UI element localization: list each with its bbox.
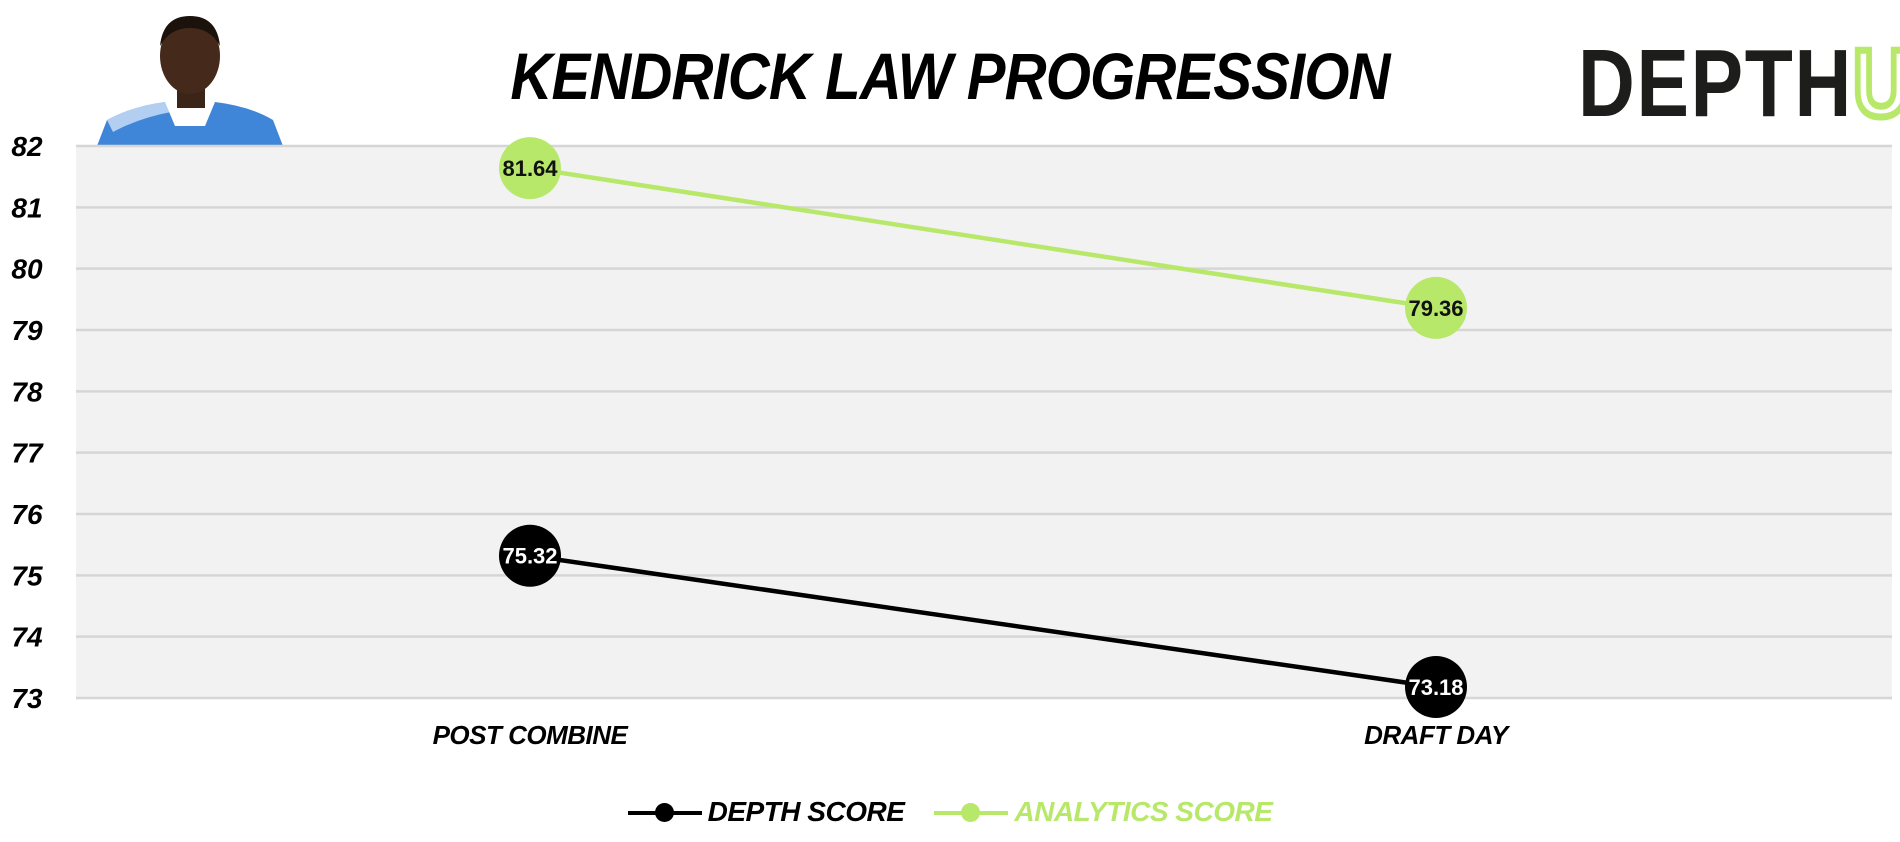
logo-main-text: DEPTH	[1578, 30, 1853, 137]
y-tick-label: 76	[11, 499, 43, 530]
x-tick-label: DRAFT DAY	[1364, 720, 1511, 750]
data-label-depth: 73.18	[1408, 675, 1463, 700]
legend-label-depth: DEPTH SCORE	[707, 796, 905, 827]
y-tick-label: 81	[11, 192, 42, 223]
player-head	[160, 18, 220, 94]
data-point-analytics	[499, 137, 561, 200]
legend-dot-analytics	[961, 803, 981, 822]
watermark-text: Depth	[508, 145, 1214, 462]
legend-swatch-depth	[627, 802, 702, 822]
legend-dot-depth	[654, 803, 674, 822]
player-avatar	[97, 16, 283, 146]
y-tick-label: 75	[11, 560, 43, 591]
logo-accent-text: U	[1850, 30, 1900, 137]
y-tick-label: 73	[11, 683, 43, 714]
data-point-depth	[1405, 655, 1467, 718]
legend: DEPTH SCORE ANALYTICS SCORE	[0, 792, 1900, 832]
y-tick-label: 79	[11, 315, 43, 346]
data-point-analytics	[1405, 276, 1467, 339]
y-tick-label: 82	[11, 131, 43, 162]
chart-title: KENDRICK LAW PROGRESSION	[510, 39, 1390, 113]
player-hair	[160, 16, 220, 46]
legend-item-analytics: ANALYTICS SCORE	[934, 796, 1273, 828]
brand-logo: DEPTHU	[1578, 32, 1900, 135]
y-tick-label: 74	[11, 622, 43, 653]
y-tick-label: 78	[11, 376, 43, 407]
data-label-analytics: 79.36	[1408, 296, 1463, 321]
legend-swatch-analytics	[934, 802, 1009, 822]
y-tick-label: 77	[11, 438, 44, 469]
series-line-depth	[529, 553, 1437, 690]
y-tick-label: 80	[11, 254, 43, 285]
data-point-depth	[499, 524, 561, 587]
legend-item-depth: DEPTH SCORE	[627, 796, 905, 828]
x-tick-label: POST COMBINE	[433, 720, 629, 750]
legend-label-analytics: ANALYTICS SCORE	[1014, 796, 1273, 827]
data-label-analytics: 81.64	[502, 156, 558, 181]
data-label-depth: 75.32	[502, 544, 557, 569]
jersey-stripe	[107, 102, 171, 132]
